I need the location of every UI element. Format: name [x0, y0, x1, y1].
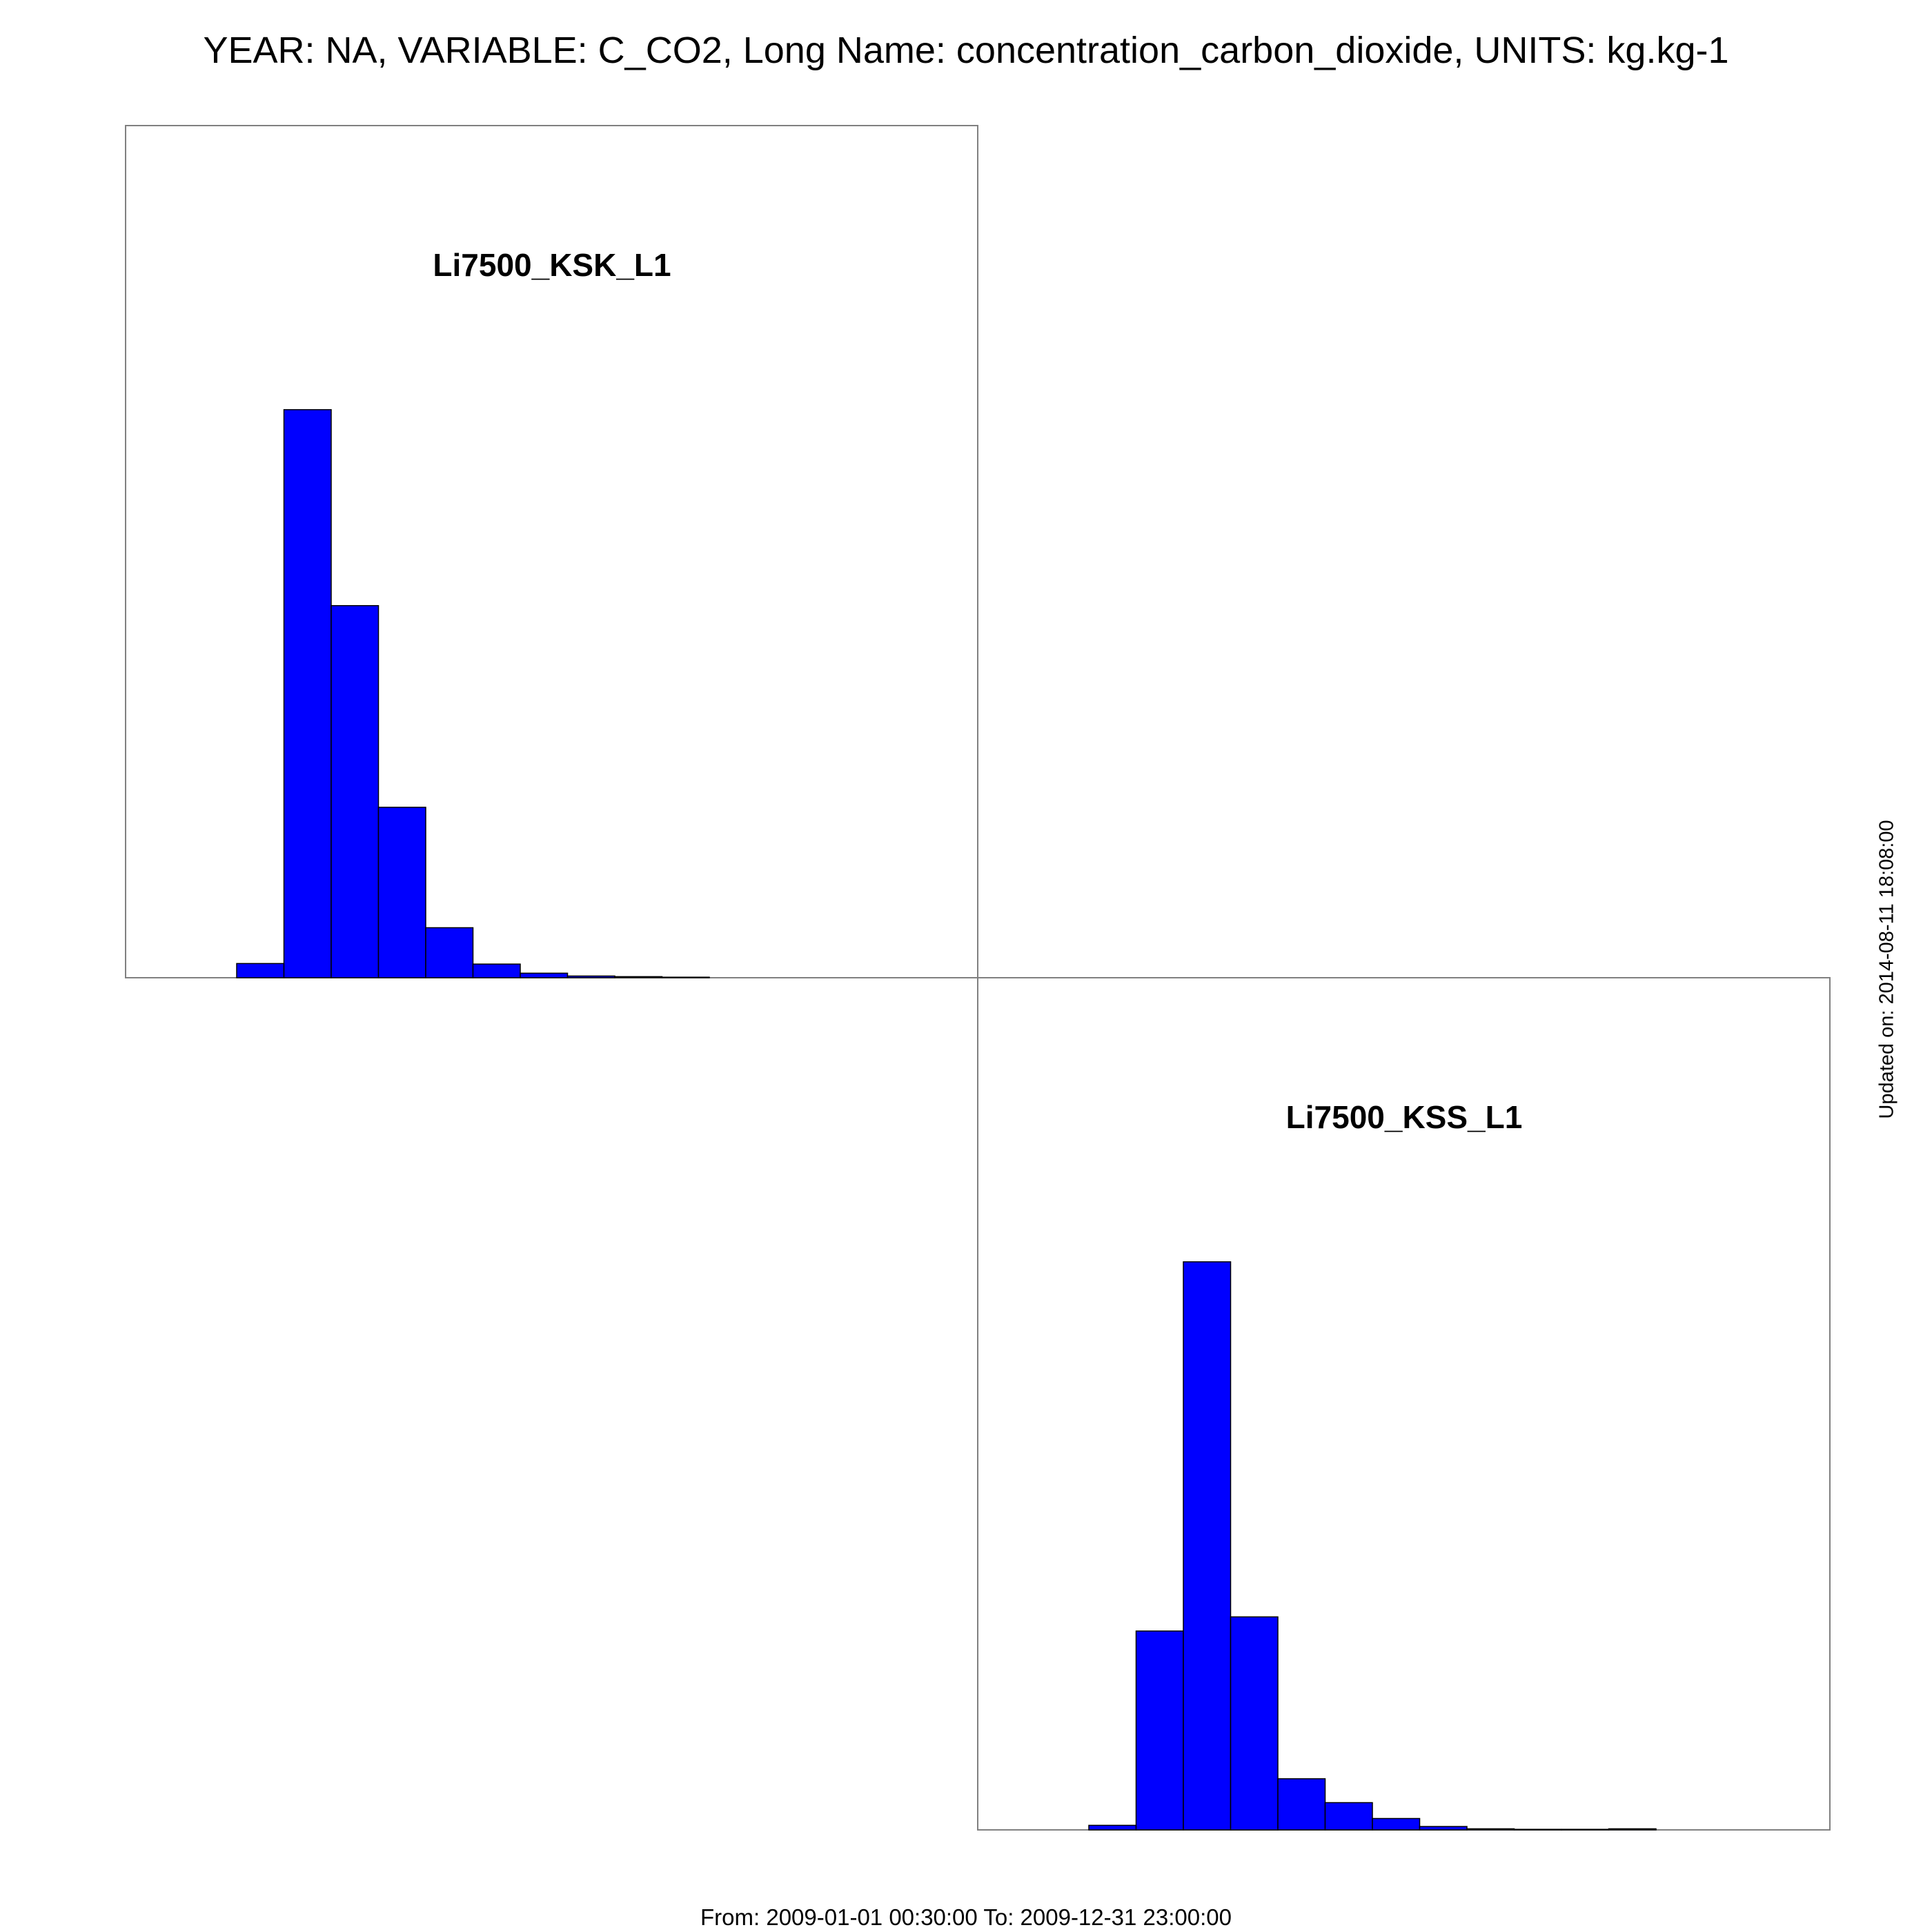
histogram-bar-kss-13: [1608, 1828, 1657, 1831]
panel-kss: Li7500_KSS_L1: [977, 977, 1831, 1831]
histogram-bar-kss-12: [1561, 1828, 1610, 1831]
histogram-bar-kss-9: [1419, 1826, 1468, 1831]
updated-timestamp: Updated on: 2014-08-11 18:08:00: [1875, 820, 1898, 1119]
panel-ksk-title: Li7500_KSK_L1: [433, 247, 671, 283]
histogram-bar-kss-7: [1324, 1802, 1373, 1831]
histogram-bar-kss-5: [1230, 1616, 1279, 1831]
panel-kss-bars: [1088, 1261, 1657, 1831]
histogram-bar-kss-4: [1183, 1261, 1232, 1831]
histogram-bar-ksk-8: [520, 972, 569, 978]
histogram-bar-ksk-4: [331, 604, 379, 978]
date-range-footer: From: 2009-01-01 00:30:00 To: 2009-12-31…: [700, 1904, 1232, 1930]
histogram-bar-kss-3: [1135, 1630, 1184, 1831]
histogram-bar-ksk-11: [661, 976, 710, 978]
panel-kss-title: Li7500_KSS_L1: [1286, 1099, 1523, 1135]
histogram-bar-ksk-10: [614, 976, 663, 978]
panel-ksk-bars: [236, 408, 710, 978]
histogram-bar-kss-10: [1466, 1828, 1515, 1831]
histogram-bar-kss-11: [1513, 1828, 1562, 1831]
histogram-bar-kss-2: [1088, 1824, 1137, 1831]
histogram-bar-kss-6: [1277, 1778, 1326, 1831]
histogram-bar-ksk-5: [377, 807, 426, 978]
histogram-bar-kss-8: [1372, 1817, 1421, 1831]
histogram-bar-ksk-3: [283, 408, 332, 978]
histogram-bar-ksk-9: [566, 975, 615, 978]
histogram-bar-ksk-2: [236, 963, 285, 978]
histogram-bar-ksk-7: [472, 963, 521, 978]
panel-ksk: Li7500_KSK_L1: [125, 125, 978, 978]
chart-main-title: YEAR: NA, VARIABLE: C_CO2, Long Name: co…: [203, 30, 1729, 71]
histogram-bar-ksk-6: [425, 927, 474, 978]
